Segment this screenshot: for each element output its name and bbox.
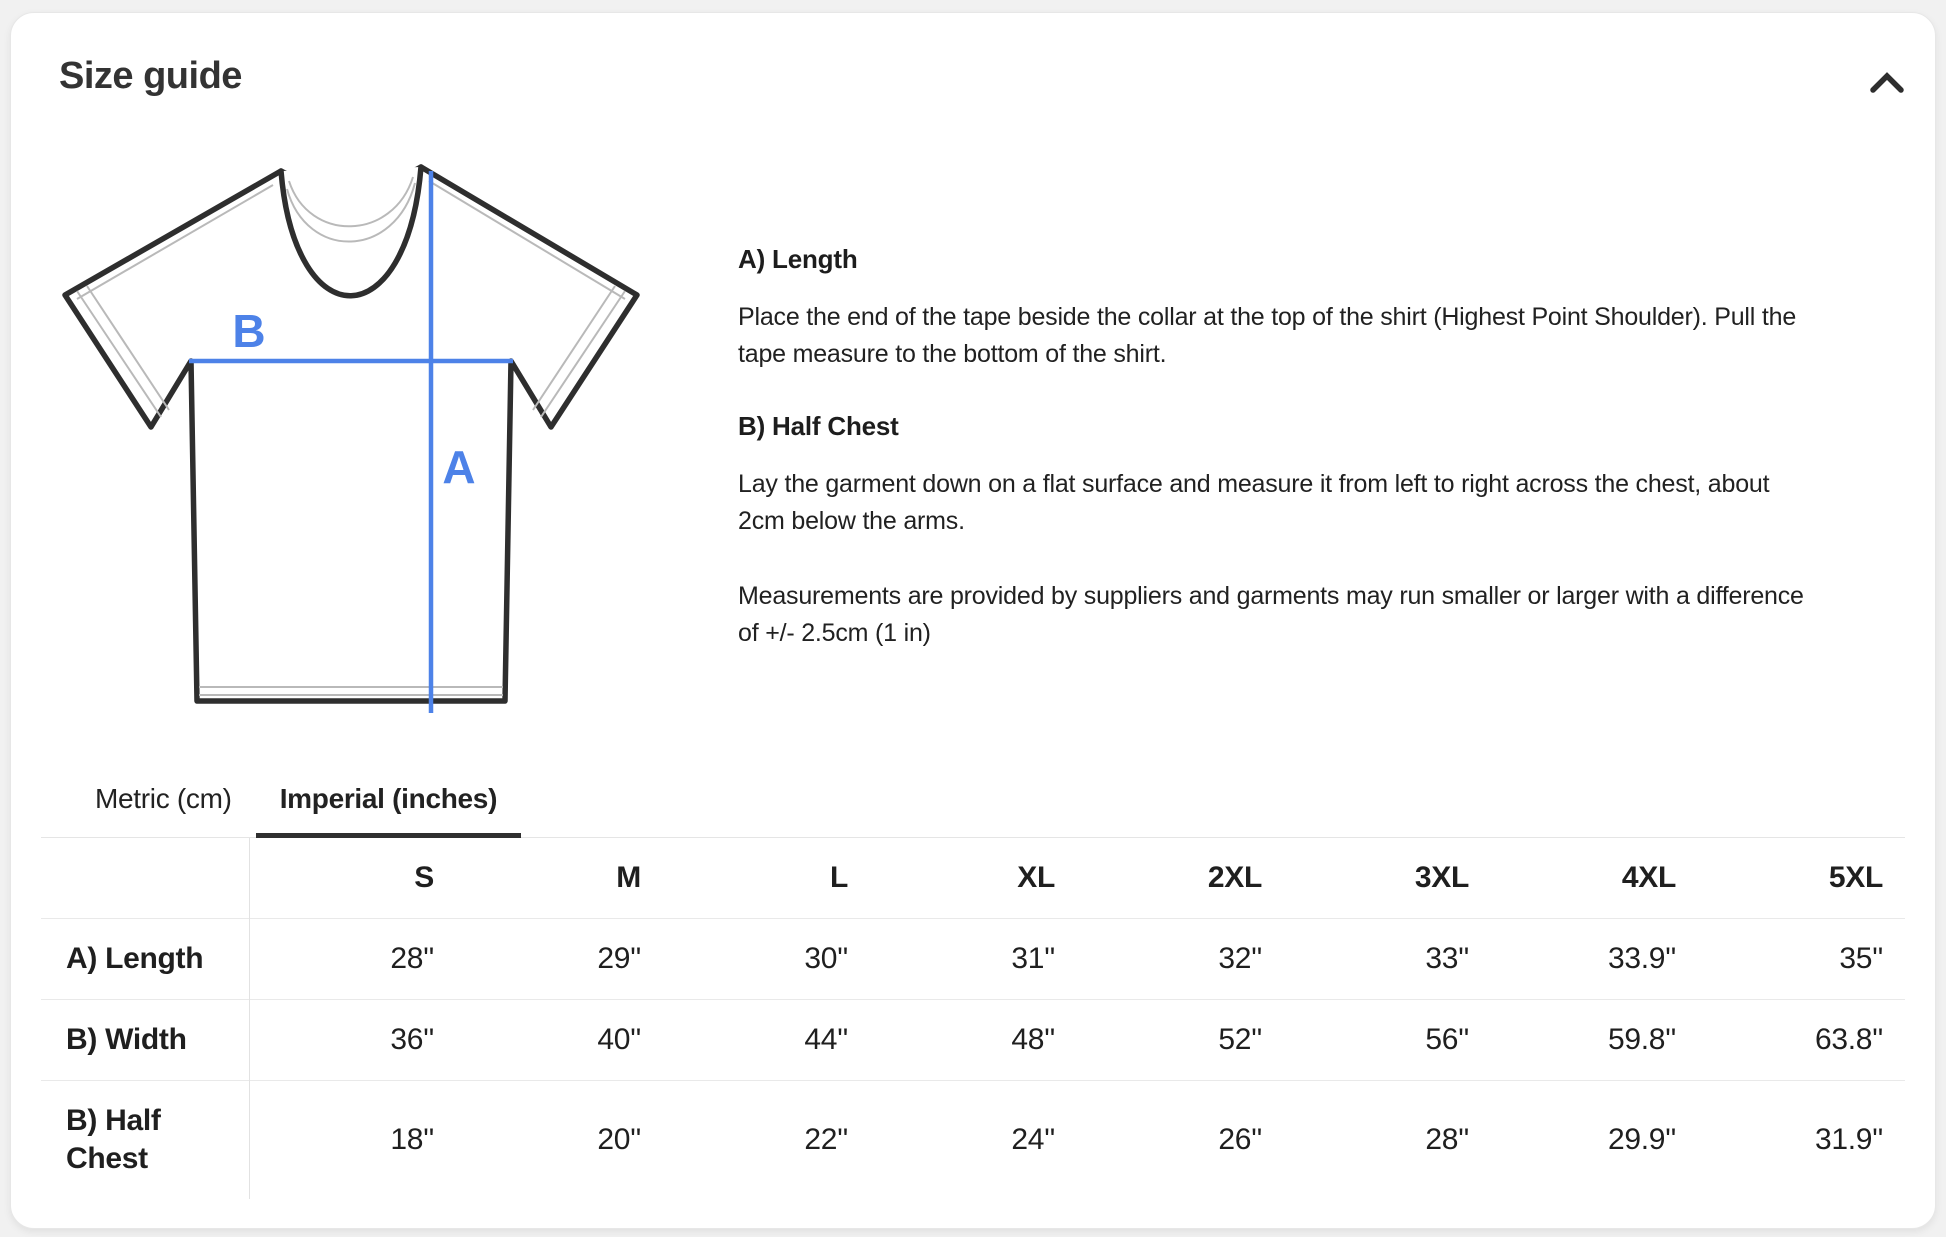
row-label-line: B) Half <box>66 1104 161 1137</box>
col-header-2xl: 2XL <box>1207 861 1262 894</box>
note-line: of +/- 2.5cm (1 in) <box>738 619 931 647</box>
chevron-up-icon <box>1870 72 1904 93</box>
corner-cell <box>41 838 249 919</box>
row-label-line: A) Length <box>66 942 204 975</box>
table-row-width: B) Width 36'' 40'' 44'' 48'' 52'' 56'' 5… <box>41 999 1905 1081</box>
unit-tabs: Metric (cm) Imperial (inches) <box>41 768 1905 838</box>
cell-value: 56'' <box>1425 1023 1469 1056</box>
tab-imperial-inches[interactable]: Imperial (inches) <box>255 768 522 838</box>
note-line: Measurements are provided by suppliers a… <box>738 582 1804 610</box>
tab-metric-cm[interactable]: Metric (cm) <box>95 783 232 814</box>
cell-value: 26'' <box>1218 1123 1262 1156</box>
cell-value: 30'' <box>804 942 848 975</box>
col-header-m: M <box>616 861 641 894</box>
instruction-text-length: Place the end of the tape beside the col… <box>738 299 1935 373</box>
page-title: Size guide <box>59 55 242 97</box>
cell-value: 33'' <box>1425 942 1469 975</box>
supplier-note: Measurements are provided by suppliers a… <box>738 578 1935 652</box>
size-guide-panel: Size guide <box>10 12 1936 1229</box>
seam-lines <box>76 176 626 696</box>
cell-value: 22'' <box>804 1123 848 1156</box>
col-header-3xl: 3XL <box>1414 861 1469 894</box>
col-header-xl: XL <box>1017 861 1055 894</box>
cell-value: 24'' <box>1011 1123 1055 1156</box>
cell-value: 35'' <box>1839 942 1883 975</box>
cell-value: 40'' <box>597 1023 641 1056</box>
col-header-l: L <box>829 861 848 894</box>
cell-value: 52'' <box>1218 1023 1262 1056</box>
collar-outline <box>278 164 424 299</box>
table-row-length: A) Length 28'' 29'' 30'' 31'' 32'' 33'' … <box>41 918 1905 1000</box>
instruction-heading-length: A) Length <box>738 244 858 274</box>
cell-value: 32'' <box>1218 942 1262 975</box>
table-row-half-chest: B) Half Chest 18'' 20'' 22'' 24'' 26'' 2… <box>41 1080 1905 1200</box>
measuring-instructions: A) Length Place the end of the tape besi… <box>738 244 1935 690</box>
cell-value: 28'' <box>248 918 456 1000</box>
instruction-heading-half-chest: B) Half Chest <box>738 411 899 441</box>
instruction-line: Place the end of the tape beside the col… <box>738 303 1797 331</box>
row-label: A) Length <box>41 919 249 1000</box>
col-header-s: S <box>248 838 456 919</box>
size-table: S M L XL 2XL 3XL 4XL 5XL A) Length 28'' … <box>41 838 1905 1199</box>
cell-value: 48'' <box>1011 1023 1055 1056</box>
cell-value: 31'' <box>1011 942 1055 975</box>
size-guide-top-section: Size guide <box>11 13 1935 768</box>
cell-value: 18'' <box>248 1080 456 1199</box>
cell-value: 31.9'' <box>1814 1123 1883 1156</box>
length-label: A <box>442 441 475 493</box>
cell-value: 29.9'' <box>1607 1123 1676 1156</box>
col-header-5xl: 5XL <box>1828 861 1883 894</box>
instruction-line: 2cm below the arms. <box>738 507 965 535</box>
cell-value: 59.8'' <box>1607 1023 1676 1056</box>
size-table-header-row: S M L XL 2XL 3XL 4XL 5XL <box>41 838 1905 919</box>
cell-value: 20'' <box>597 1123 641 1156</box>
collapse-button[interactable] <box>1865 61 1909 105</box>
row-label-line: Chest <box>66 1142 148 1175</box>
cell-value: 33.9'' <box>1607 942 1676 975</box>
cell-value: 28'' <box>1425 1123 1469 1156</box>
tshirt-drawing: B A <box>62 164 640 713</box>
instruction-text-half-chest: Lay the garment down on a flat surface a… <box>738 466 1935 540</box>
col-header-4xl: 4XL <box>1621 861 1676 894</box>
cell-value: 29'' <box>597 942 641 975</box>
cell-value: 63.8'' <box>1814 1023 1883 1056</box>
cell-value: 36'' <box>248 999 456 1081</box>
row-label: B) Half Chest <box>41 1081 249 1200</box>
instruction-line: tape measure to the bottom of the shirt. <box>738 340 1167 368</box>
instruction-line: Lay the garment down on a flat surface a… <box>738 470 1770 498</box>
row-label-line: B) Width <box>66 1023 187 1056</box>
tshirt-diagram: B A <box>51 149 651 729</box>
cell-value: 44'' <box>804 1023 848 1056</box>
row-label: B) Width <box>41 1000 249 1081</box>
half-chest-label: B <box>232 305 265 357</box>
